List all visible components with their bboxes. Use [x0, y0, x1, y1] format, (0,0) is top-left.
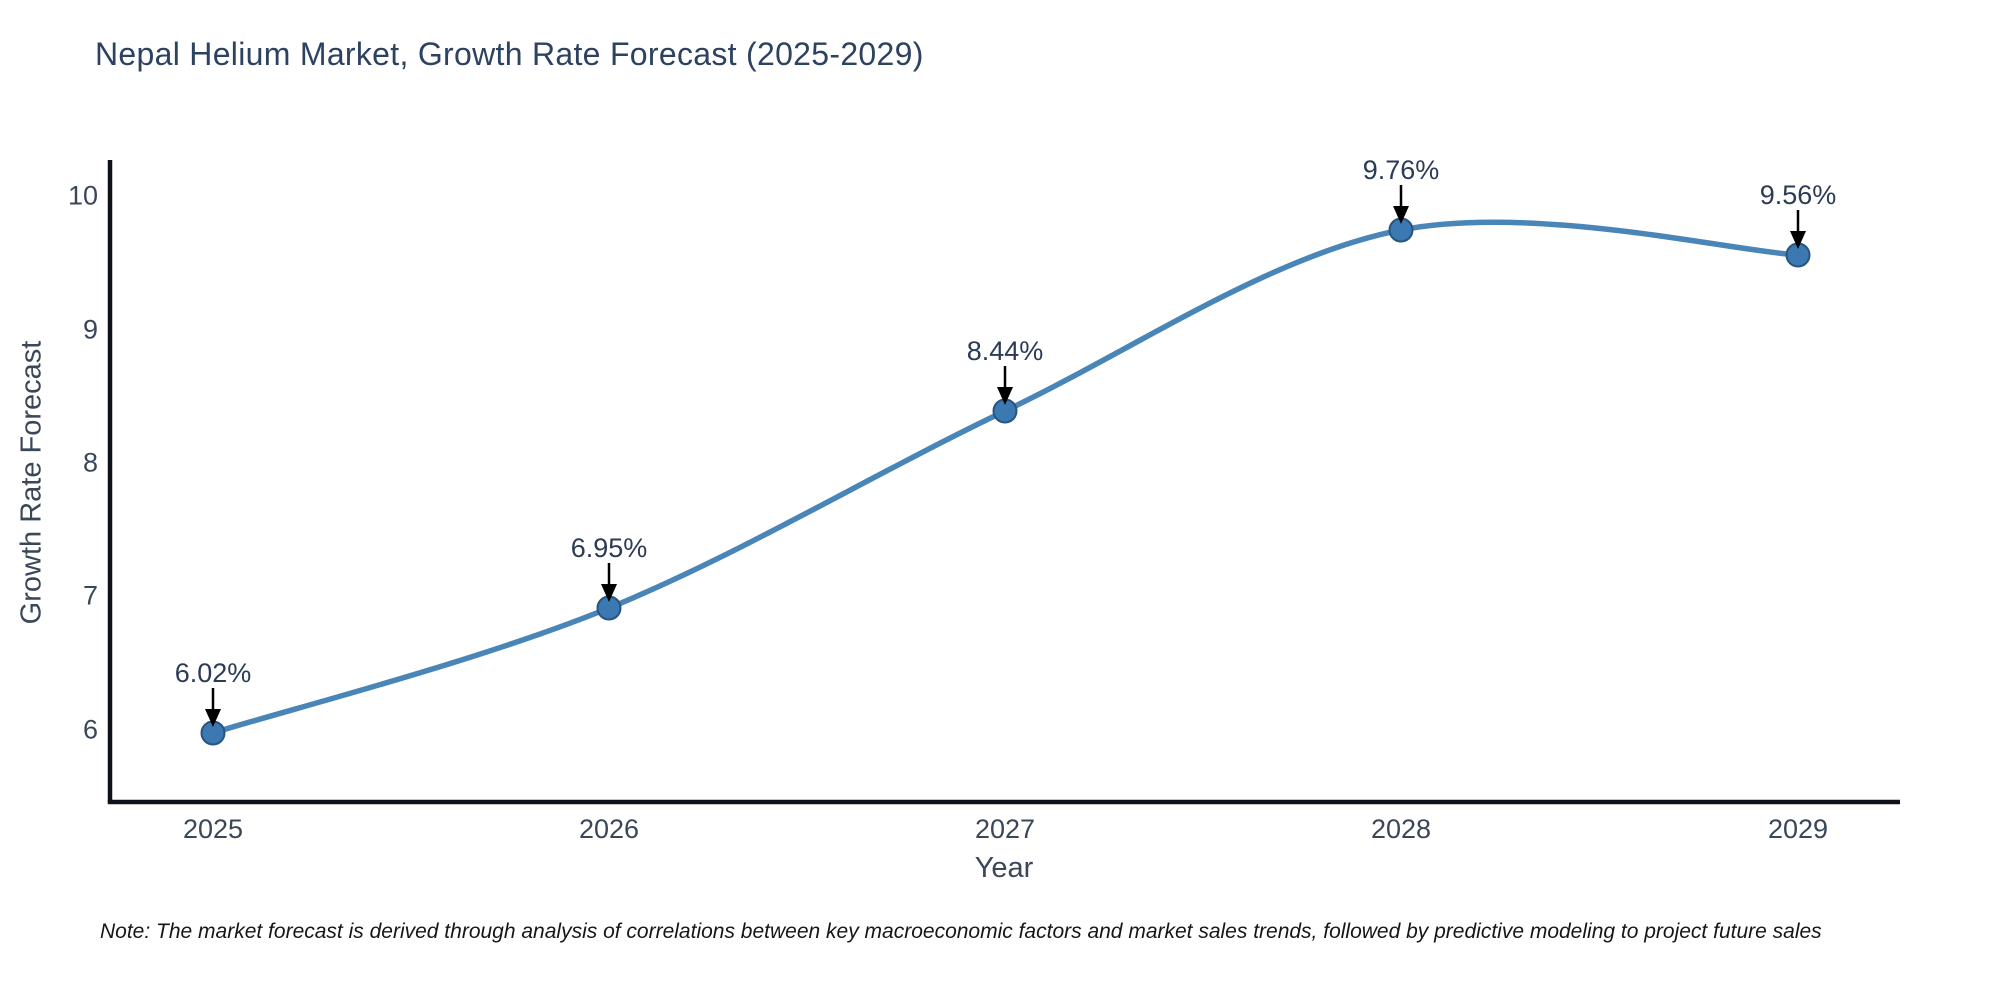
point-value-label-2028: 9.76% [1363, 155, 1440, 185]
x-axis-title: Year [974, 852, 1034, 884]
point-value-label-2029: 9.56% [1760, 180, 1837, 210]
x-tick-label-2029: 2029 [1767, 814, 1829, 844]
forecast-line [210, 219, 1801, 736]
point-value-label-2025: 6.02% [175, 658, 252, 688]
y-tick-label-7: 7 [82, 580, 98, 611]
annotation-arrow-2026 [601, 563, 617, 602]
annotation-arrow-2027 [997, 366, 1013, 405]
annotation-arrow-2029 [1790, 210, 1806, 249]
y-tick-label-6: 6 [82, 714, 98, 745]
point-value-label-2026: 6.95% [571, 533, 648, 563]
x-tick-label-2026: 2026 [578, 814, 640, 844]
y-tick-label-9: 9 [82, 314, 98, 345]
chart-title: Nepal Helium Market, Growth Rate Forecas… [95, 36, 924, 72]
x-tick-label-2027: 2027 [974, 814, 1036, 844]
y-tick-label-8: 8 [82, 447, 98, 478]
point-value-label-2027: 8.44% [967, 336, 1044, 366]
y-tick-label-10: 10 [67, 180, 98, 211]
annotation-arrow-2028 [1393, 185, 1409, 224]
footnote: Note: The market forecast is derived thr… [100, 920, 1822, 943]
x-tick-label-2025: 2025 [182, 814, 244, 844]
annotation-arrow-2025 [205, 688, 221, 727]
x-tick-label-2028: 2028 [1370, 814, 1432, 844]
